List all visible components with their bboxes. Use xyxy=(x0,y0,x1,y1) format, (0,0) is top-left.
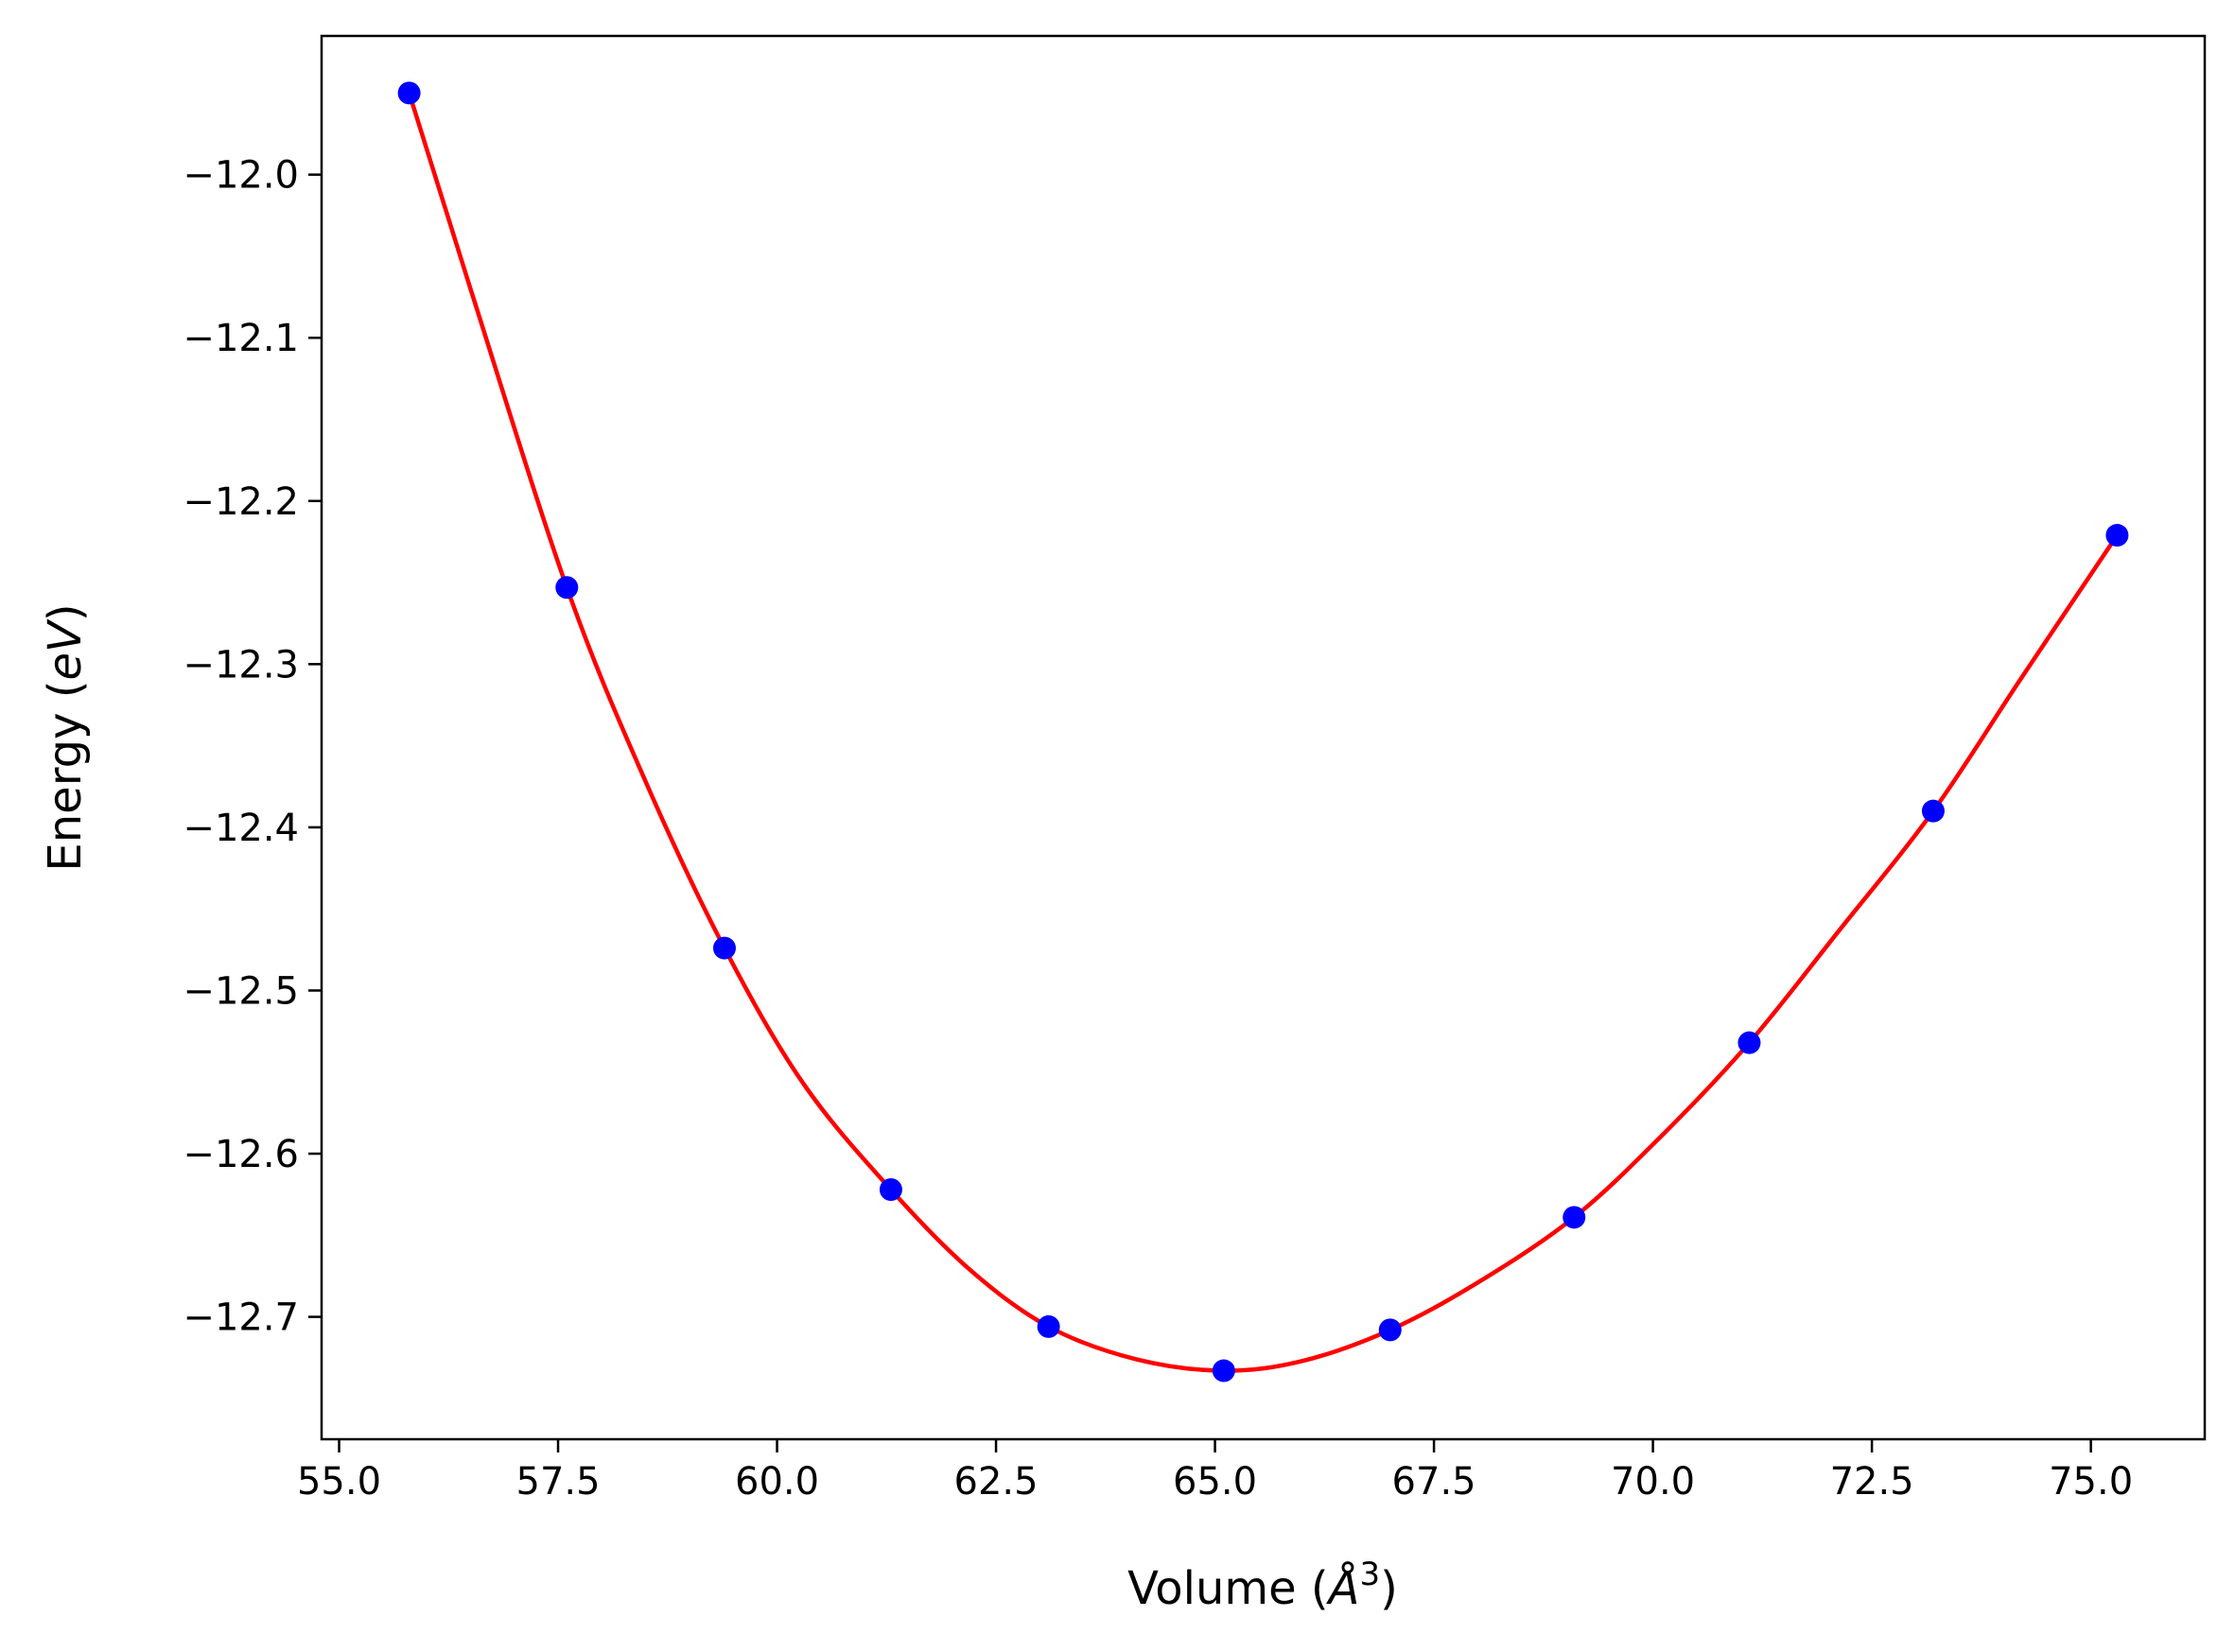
y-tick-label: −12.3 xyxy=(183,643,299,687)
y-tick-label: −12.0 xyxy=(183,154,299,198)
x-tick-label: 75.0 xyxy=(2049,1460,2133,1504)
data-point xyxy=(1378,1318,1402,1342)
y-axis-title: Energy (eV) xyxy=(39,603,92,871)
plot-frame xyxy=(320,34,2207,1441)
y-tick-label: −12.7 xyxy=(183,1296,299,1340)
y-tick-label: −12.2 xyxy=(183,480,299,524)
x-axis-ticks: 55.0 57.5 60.0 62.5 65.0 67.5 70.0 72.5 75.0 xyxy=(297,1439,2133,1504)
data-point xyxy=(1037,1314,1060,1338)
y-axis-ticks: −12.0 −12.1 −12.2 −12.3 −12.4 −12.5 −12.6 −12.7 xyxy=(183,154,322,1340)
x-tick-label: 62.5 xyxy=(954,1460,1039,1504)
data-point xyxy=(1563,1206,1586,1229)
x-tick-label: 55.0 xyxy=(297,1460,381,1504)
x-tick-label: 70.0 xyxy=(1611,1460,1695,1504)
x-tick-label: 60.0 xyxy=(735,1460,819,1504)
y-tick-label: −12.5 xyxy=(183,969,299,1013)
y-tick-label: −12.1 xyxy=(183,317,299,360)
y-tick-label: −12.4 xyxy=(183,807,299,850)
data-point xyxy=(1212,1359,1235,1382)
data-point xyxy=(712,936,736,960)
data-point xyxy=(397,81,421,105)
fit-curve-layer xyxy=(407,92,2120,1373)
y-tick-label: −12.6 xyxy=(183,1133,299,1176)
data-point xyxy=(1921,799,1945,823)
x-tick-label: 72.5 xyxy=(1830,1460,1914,1504)
data-points-layer xyxy=(397,81,2129,1382)
data-point xyxy=(879,1177,902,1201)
data-point xyxy=(2105,524,2129,548)
x-tick-label: 67.5 xyxy=(1392,1460,1476,1504)
x-tick-label: 57.5 xyxy=(516,1460,601,1504)
fit-curve-line xyxy=(407,92,2120,1373)
x-axis-title: Volume (Å3) xyxy=(1127,1556,1398,1615)
data-point xyxy=(1737,1031,1761,1054)
x-tick-label: 65.0 xyxy=(1173,1460,1257,1504)
data-point xyxy=(555,576,579,600)
